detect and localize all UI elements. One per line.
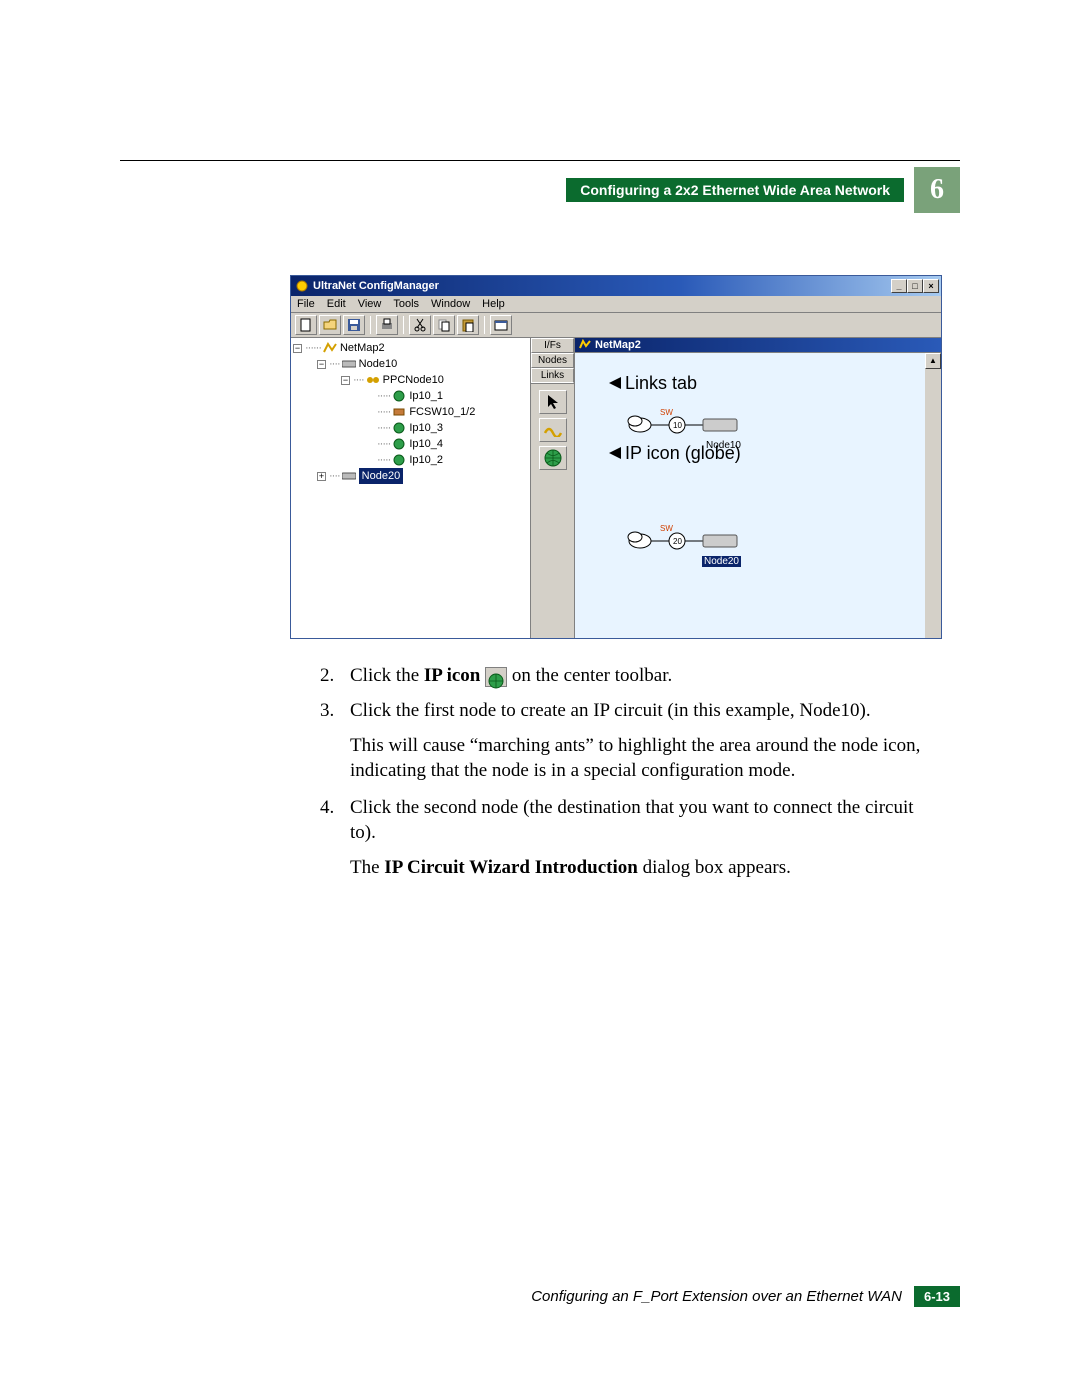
top-rule — [120, 160, 960, 161]
maximize-button[interactable]: □ — [907, 279, 923, 293]
canvas-body[interactable]: ▲ Links tab IP icon (globe) — [575, 353, 941, 638]
step4-bold: IP Circuit Wizard Introduction — [384, 857, 638, 878]
footer-page: 6-13 — [914, 1286, 960, 1307]
canvas-node20[interactable]: SW 20 Node20 — [615, 523, 755, 567]
tab-links[interactable]: Links — [531, 368, 574, 383]
menu-tools[interactable]: Tools — [393, 298, 419, 310]
step2-pre: Click the — [350, 665, 424, 686]
page-header: Configuring a 2x2 Ethernet Wide Area Net… — [120, 167, 960, 213]
tree-root-label: NetMap2 — [340, 340, 385, 356]
arrow-left-icon — [609, 373, 621, 394]
tree-leaf[interactable]: ·····Ip10_2 — [293, 452, 528, 468]
step3-paragraph: This will cause “marching ants” to highl… — [350, 733, 930, 783]
node10-label: Node10 — [615, 440, 755, 451]
tree-leaf-label: Ip10_2 — [409, 452, 443, 468]
tree-ppcnode[interactable]: −···· PPCNode10 — [293, 372, 528, 388]
tree-pane: −······ NetMap2 −···· Node10 −···· PPCNo… — [291, 338, 531, 638]
page-footer: Configuring an F_Port Extension over an … — [120, 1286, 960, 1307]
sw-label: SW — [660, 408, 673, 417]
tree-node20[interactable]: +···· Node20 — [293, 468, 528, 484]
step-2: 2. Click the IP icon on the center toolb… — [320, 663, 930, 688]
canvas-titlebar: NetMap2 — [575, 338, 941, 353]
canvas-pane: NetMap2 ▲ Links tab IP icon (globe) — [575, 338, 941, 638]
tree-node10[interactable]: −···· Node10 — [293, 356, 528, 372]
center-toolbar: I/Fs Nodes Links — [531, 338, 575, 638]
canvas-node10[interactable]: SW 10 Node10 — [615, 407, 755, 451]
link-icon[interactable] — [539, 418, 567, 442]
properties-icon[interactable] — [490, 315, 512, 335]
menu-file[interactable]: File — [297, 298, 315, 310]
main-toolbar — [291, 313, 941, 338]
palette — [531, 383, 574, 476]
chapter-number: 6 — [914, 167, 960, 213]
window-title: UltraNet ConfigManager — [313, 280, 439, 292]
tree-leaf-label: FCSW10_1/2 — [409, 404, 475, 420]
footer-title: Configuring an F_Port Extension over an … — [531, 1288, 902, 1305]
tab-ifs[interactable]: I/Fs — [531, 338, 574, 353]
tree-leaf-label: Ip10_1 — [409, 388, 443, 404]
inline-globe-icon — [485, 667, 507, 687]
callout-links-tab: Links tab — [609, 373, 697, 394]
step4-paragraph: The IP Circuit Wizard Introduction dialo… — [350, 855, 930, 880]
paste-icon[interactable] — [457, 315, 479, 335]
toolbar-separator — [370, 316, 371, 334]
print-icon[interactable] — [376, 315, 398, 335]
toolbar-separator — [403, 316, 404, 334]
globe-icon[interactable] — [539, 446, 567, 470]
tree-leaf[interactable]: ·····Ip10_4 — [293, 436, 528, 452]
tree-node20-label: Node20 — [359, 468, 404, 484]
pointer-icon[interactable] — [539, 390, 567, 414]
tree-leaf[interactable]: ·····Ip10_1 — [293, 388, 528, 404]
menu-help[interactable]: Help — [482, 298, 505, 310]
app-icon — [295, 279, 309, 293]
page-content: Configuring a 2x2 Ethernet Wide Area Net… — [120, 160, 960, 893]
menu-edit[interactable]: Edit — [327, 298, 346, 310]
svg-text:10: 10 — [673, 421, 682, 430]
tree-leaf-label: Ip10_4 — [409, 436, 443, 452]
cut-icon[interactable] — [409, 315, 431, 335]
minimize-button[interactable]: _ — [891, 279, 907, 293]
step3-text: Click the first node to create an IP cir… — [350, 698, 930, 723]
tree-ppcnode-label: PPCNode10 — [383, 372, 444, 388]
close-button[interactable]: × — [923, 279, 939, 293]
menu-view[interactable]: View — [358, 298, 382, 310]
step-4: 4. Click the second node (the destinatio… — [320, 795, 930, 845]
menu-window[interactable]: Window — [431, 298, 470, 310]
tree-root[interactable]: −······ NetMap2 — [293, 340, 528, 356]
scroll-up-button[interactable]: ▲ — [925, 353, 941, 369]
step4-text: Click the second node (the destination t… — [350, 795, 930, 845]
menu-bar: File Edit View Tools Window Help — [291, 296, 941, 313]
svg-text:20: 20 — [673, 537, 682, 546]
window-controls: _ □ × — [891, 279, 939, 293]
step-3: 3. Click the first node to create an IP … — [320, 698, 930, 723]
screenshot-window: UltraNet ConfigManager _ □ × File Edit V… — [290, 275, 942, 639]
save-icon[interactable] — [343, 315, 365, 335]
instruction-text: 2. Click the IP icon on the center toolb… — [320, 663, 930, 881]
workspace: −······ NetMap2 −···· Node10 −···· PPCNo… — [291, 338, 941, 638]
tree-node10-label: Node10 — [359, 356, 398, 372]
node20-label: Node20 — [702, 556, 741, 567]
tab-nodes[interactable]: Nodes — [531, 353, 574, 368]
new-icon[interactable] — [295, 315, 317, 335]
toolbar-separator — [484, 316, 485, 334]
window-titlebar: UltraNet ConfigManager _ □ × — [291, 276, 941, 296]
tree-leaf[interactable]: ·····FCSW10_1/2 — [293, 404, 528, 420]
step2-bold: IP icon — [424, 665, 480, 686]
step4-pre: The — [350, 857, 384, 878]
step4-post: dialog box appears. — [638, 857, 791, 878]
canvas-title-label: NetMap2 — [595, 339, 641, 351]
callout-links-label: Links tab — [625, 373, 697, 394]
step2-post: on the center toolbar. — [512, 665, 672, 686]
section-title: Configuring a 2x2 Ethernet Wide Area Net… — [566, 178, 904, 202]
open-icon[interactable] — [319, 315, 341, 335]
tree-leaf[interactable]: ·····Ip10_3 — [293, 420, 528, 436]
svg-text:SW: SW — [660, 524, 673, 533]
copy-icon[interactable] — [433, 315, 455, 335]
tree-leaf-label: Ip10_3 — [409, 420, 443, 436]
netmap-icon — [579, 339, 591, 351]
